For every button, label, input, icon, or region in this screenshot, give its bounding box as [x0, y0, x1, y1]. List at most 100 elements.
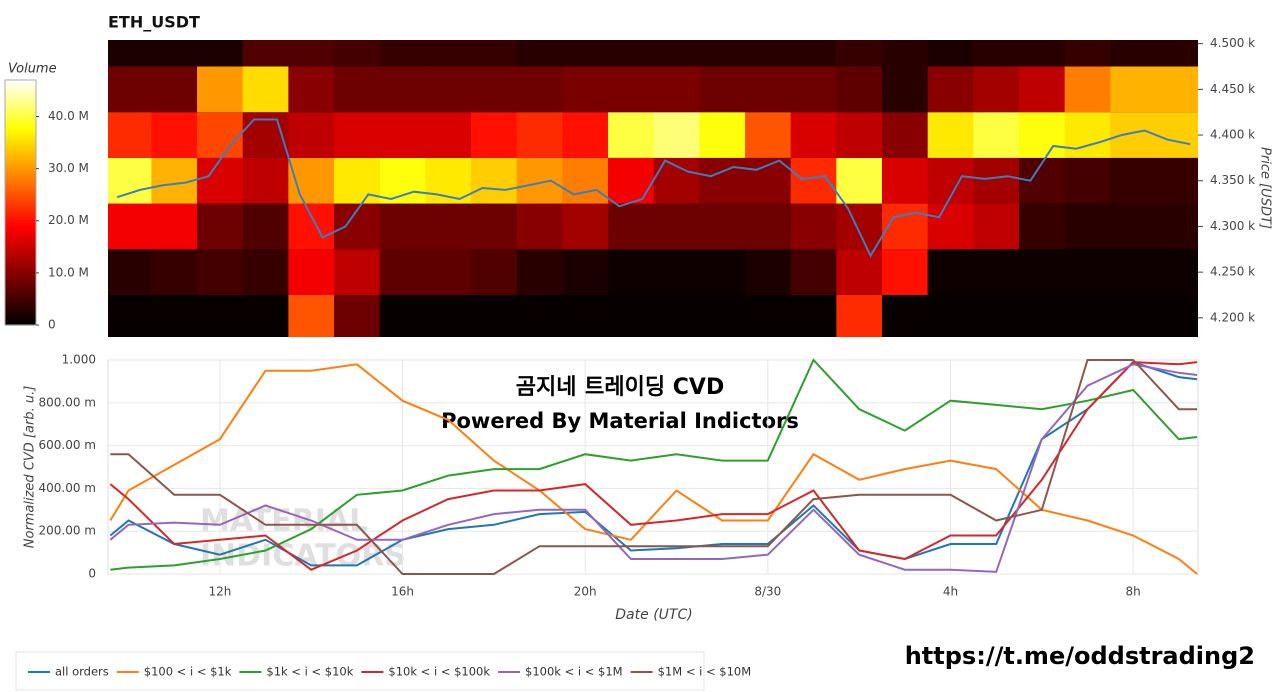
colorbar-tick-label: 40.0 M	[48, 109, 89, 123]
heatmap-cell	[425, 249, 472, 295]
x-tick-label: 8/30	[754, 585, 781, 599]
heatmap-cell	[653, 203, 700, 250]
heatmap-cell	[242, 157, 289, 204]
heatmap-cell	[1110, 40, 1157, 67]
colorbar-step	[5, 122, 36, 126]
colorbar-step	[5, 312, 36, 316]
x-tick-label: 8h	[1126, 585, 1141, 599]
heatmap-cell	[1155, 66, 1198, 113]
colorbar-step	[5, 90, 36, 94]
heatmap-cell	[745, 249, 792, 295]
colorbar-step	[5, 100, 36, 104]
colorbar-step	[5, 192, 36, 196]
heatmap-cell	[288, 203, 335, 250]
colorbar-step	[5, 110, 36, 114]
heatmap-cell	[1018, 112, 1066, 158]
heatmap-cell	[608, 157, 655, 204]
heatmap-cell	[790, 112, 837, 158]
heatmap-cell	[471, 249, 518, 295]
colorbar-step	[5, 130, 36, 134]
colorbar-step	[5, 280, 36, 284]
heatmap-cell	[108, 112, 152, 158]
heatmap-cell	[516, 112, 563, 158]
heatmap-cell	[197, 112, 244, 158]
heatmap-cell	[1018, 294, 1066, 337]
colorbar-step	[5, 202, 36, 206]
heatmap-cell	[836, 157, 883, 204]
heatmap-cell	[1155, 203, 1198, 250]
heatmap-cell	[653, 294, 700, 337]
heatmap-cell	[1018, 249, 1066, 295]
heatmap-cell	[608, 249, 655, 295]
y2-tick-label: 4.350 k	[1210, 173, 1255, 187]
heatmap-cell	[836, 40, 883, 67]
colorbar-step	[5, 162, 36, 166]
series-line	[109, 363, 1198, 575]
colorbar-step	[5, 197, 36, 201]
heatmap-cell	[790, 249, 837, 295]
heatmap-cell	[790, 294, 837, 337]
heatmap-cell	[288, 249, 335, 295]
legend-label: $100 < i < $1k	[144, 665, 232, 679]
y2-tick-label: 4.300 k	[1210, 219, 1255, 233]
colorbar-step	[5, 97, 36, 101]
y-tick-label: 200.00 m	[39, 524, 97, 538]
heatmap-cell	[927, 66, 974, 113]
heatmap-cell	[1064, 157, 1111, 204]
heatmap-cell	[1110, 112, 1157, 158]
heatmap-cell	[1155, 112, 1198, 158]
heatmap-cell	[379, 40, 426, 67]
colorbar-step	[5, 152, 36, 156]
chart-title: ETH_USDT	[108, 13, 200, 32]
heatmap-cell	[242, 40, 289, 67]
heatmap-cell	[197, 157, 244, 204]
colorbar-step	[5, 302, 36, 306]
colorbar-step	[5, 147, 36, 151]
colorbar-step	[5, 225, 36, 229]
heatmap-cell	[516, 66, 563, 113]
heatmap-cell	[699, 66, 746, 113]
series-line	[109, 360, 1198, 567]
heatmap-cell	[334, 294, 381, 337]
colorbar-frame	[4, 79, 37, 326]
colorbar-step	[5, 320, 36, 324]
heatmap-cell	[1110, 203, 1157, 250]
heatmap-cell	[197, 203, 244, 250]
colorbar-step	[5, 230, 36, 234]
heatmap-cell	[790, 66, 837, 113]
heatmap-cell	[882, 249, 929, 295]
colorbar-step	[5, 237, 36, 241]
heatmap-cell	[151, 40, 198, 67]
y2-tick-label: 4.400 k	[1210, 128, 1255, 142]
colorbar-tick-label: 20.0 M	[48, 213, 89, 227]
colorbar-step	[5, 250, 36, 254]
heatmap-cell	[1064, 294, 1111, 337]
x-tick-label: 12h	[208, 585, 231, 599]
heatmap-cell	[471, 112, 518, 158]
heatmap-cell	[973, 66, 1020, 113]
heatmap-cell	[334, 249, 381, 295]
heatmap-cell	[516, 157, 563, 204]
colorbar-step	[5, 260, 36, 264]
colorbar-step	[5, 137, 36, 141]
heatmap-cell	[334, 157, 381, 204]
y-tick-label: 600.00 m	[39, 438, 97, 452]
colorbar-step	[5, 125, 36, 129]
colorbar-step	[5, 282, 36, 286]
heatmap-cell	[1018, 66, 1066, 113]
lines	[109, 358, 1198, 575]
colorbar-step	[5, 245, 36, 249]
heatmap-cell	[425, 112, 472, 158]
heatmap-cell	[471, 203, 518, 250]
colorbar-step	[5, 145, 36, 149]
heatmap-cell	[745, 40, 792, 67]
heatmap-cell	[197, 66, 244, 113]
heatmap-cell	[836, 294, 883, 337]
heatmap-cell	[516, 249, 563, 295]
colorbar-step	[5, 292, 36, 296]
colorbar-step	[5, 297, 36, 301]
heatmap-cell	[790, 40, 837, 67]
colorbar-step	[5, 165, 36, 169]
heatmap-cell	[151, 203, 198, 250]
